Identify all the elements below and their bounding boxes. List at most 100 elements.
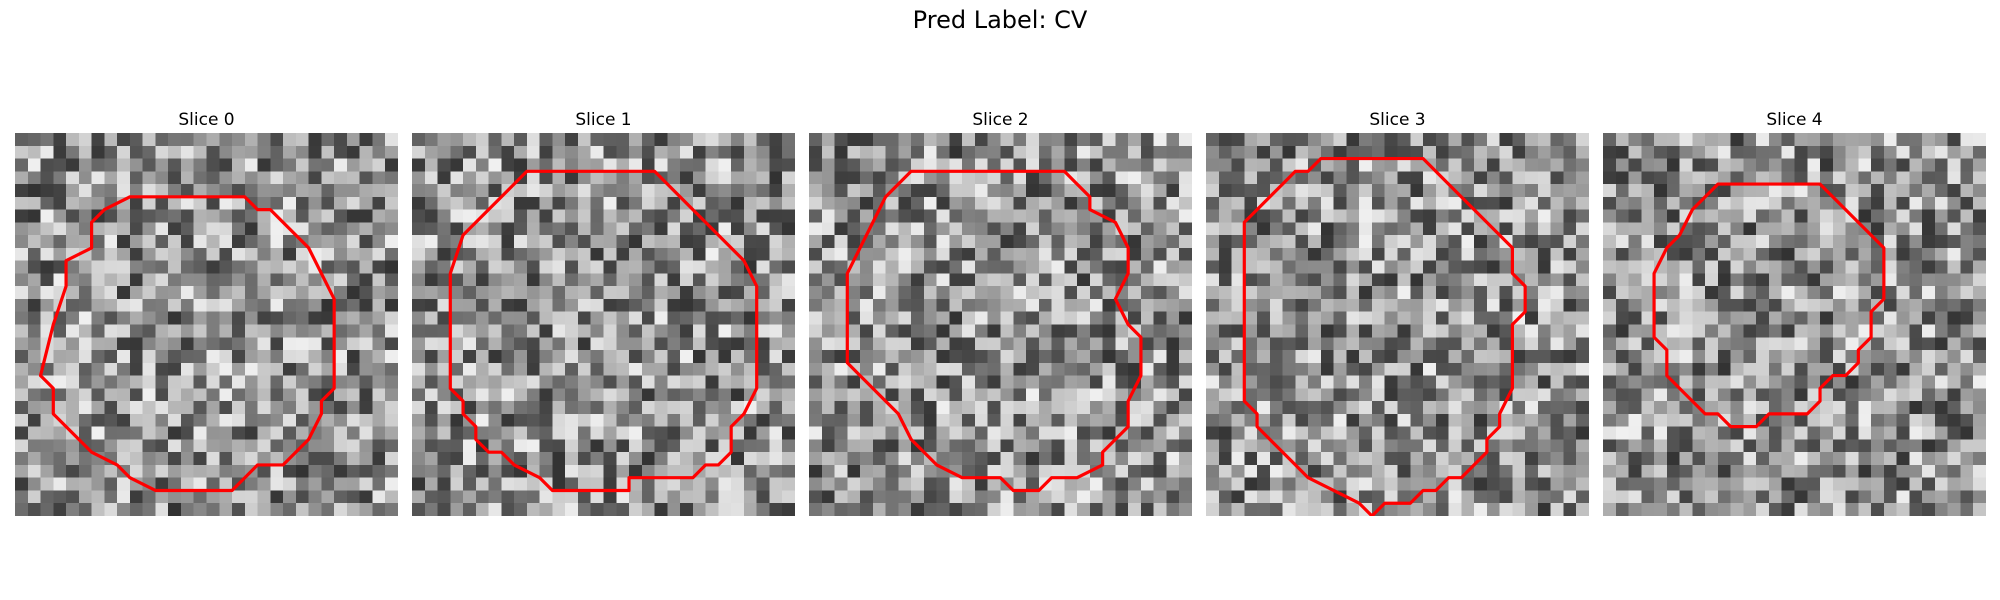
- pixel: [40, 311, 54, 325]
- pixel: [1448, 401, 1462, 415]
- pixel: [1308, 286, 1322, 300]
- pixel: [1320, 464, 1334, 478]
- pixel: [1705, 171, 1719, 185]
- pixel: [437, 145, 451, 159]
- pixel: [1244, 413, 1258, 427]
- pixel: [1654, 477, 1668, 491]
- pixel: [168, 464, 182, 478]
- pixel: [1692, 222, 1706, 236]
- pixel: [206, 171, 220, 185]
- pixel: [1550, 477, 1564, 491]
- pixel: [705, 464, 719, 478]
- pixel: [372, 247, 386, 261]
- pixel: [334, 503, 348, 516]
- pixel: [692, 375, 706, 389]
- pixel: [1295, 350, 1309, 364]
- pixel: [78, 298, 92, 312]
- pixel: [1896, 247, 1910, 261]
- pixel: [1563, 426, 1577, 440]
- pixel: [1435, 247, 1449, 261]
- pixel: [1947, 477, 1961, 491]
- pixel: [756, 452, 770, 466]
- pixel: [1692, 375, 1706, 389]
- pixel: [1730, 222, 1744, 236]
- pixel: [412, 375, 426, 389]
- pixel: [1346, 222, 1360, 236]
- pixel: [834, 235, 848, 249]
- pixel: [731, 311, 745, 325]
- pixel: [1448, 452, 1462, 466]
- pixel: [1257, 184, 1271, 198]
- pixel: [270, 298, 284, 312]
- pixel: [15, 222, 29, 236]
- pixel: [78, 477, 92, 491]
- pixel: [321, 490, 335, 504]
- pixel: [821, 196, 835, 210]
- pixel: [1666, 247, 1680, 261]
- pixel: [463, 171, 477, 185]
- pixel: [552, 337, 566, 351]
- pixel: [1435, 464, 1449, 478]
- pixel: [1641, 477, 1655, 491]
- pixel: [488, 145, 502, 159]
- pixel: [552, 286, 566, 300]
- pixel: [1794, 426, 1808, 440]
- pixel: [488, 350, 502, 364]
- pixel: [1000, 260, 1014, 274]
- pixel: [1883, 426, 1897, 440]
- pixel: [1295, 196, 1309, 210]
- pixel: [1231, 222, 1245, 236]
- pixel: [539, 337, 553, 351]
- pixel: [1244, 145, 1258, 159]
- pixel: [53, 273, 67, 287]
- pixel: [1973, 337, 1986, 351]
- pixel: [1781, 273, 1795, 287]
- pixel: [437, 477, 451, 491]
- pixel: [1359, 260, 1373, 274]
- pixel: [731, 426, 745, 440]
- figure-title: Pred Label: CV: [912, 6, 1088, 34]
- pixel: [1474, 503, 1488, 516]
- pixel: [782, 337, 795, 351]
- pixel: [1371, 247, 1385, 261]
- pixel: [385, 464, 398, 478]
- pixel: [1679, 196, 1693, 210]
- pixel: [1858, 413, 1872, 427]
- pixel: [590, 362, 604, 376]
- pixel: [1973, 235, 1986, 249]
- pixel: [1832, 337, 1846, 351]
- pixel: [654, 362, 668, 376]
- pixel: [680, 209, 694, 223]
- pixel: [1883, 286, 1897, 300]
- pixel: [1973, 439, 1986, 453]
- pixel: [1244, 222, 1258, 236]
- pixel: [1871, 503, 1885, 516]
- pixel: [629, 298, 643, 312]
- pixel: [1000, 503, 1014, 516]
- pixel: [15, 235, 29, 249]
- pixel: [1730, 260, 1744, 274]
- pixel: [872, 133, 886, 147]
- pixel: [168, 324, 182, 338]
- pixel: [756, 286, 770, 300]
- pixel: [257, 388, 271, 402]
- pixel: [78, 145, 92, 159]
- pixel: [1615, 133, 1629, 147]
- pixel: [680, 350, 694, 364]
- pixel: [1512, 196, 1526, 210]
- pixel: [1038, 286, 1052, 300]
- pixel: [1333, 388, 1347, 402]
- pixel: [142, 362, 156, 376]
- pixel: [1922, 439, 1936, 453]
- pixel: [1320, 273, 1334, 287]
- pixel: [1257, 171, 1271, 185]
- pixel: [1615, 426, 1629, 440]
- pixel: [1179, 273, 1192, 287]
- pixel: [1231, 158, 1245, 172]
- pixel: [731, 324, 745, 338]
- pixel: [257, 337, 271, 351]
- pixel: [1077, 337, 1091, 351]
- pixel: [15, 477, 29, 491]
- pixel: [1077, 273, 1091, 287]
- pixel: [539, 260, 553, 274]
